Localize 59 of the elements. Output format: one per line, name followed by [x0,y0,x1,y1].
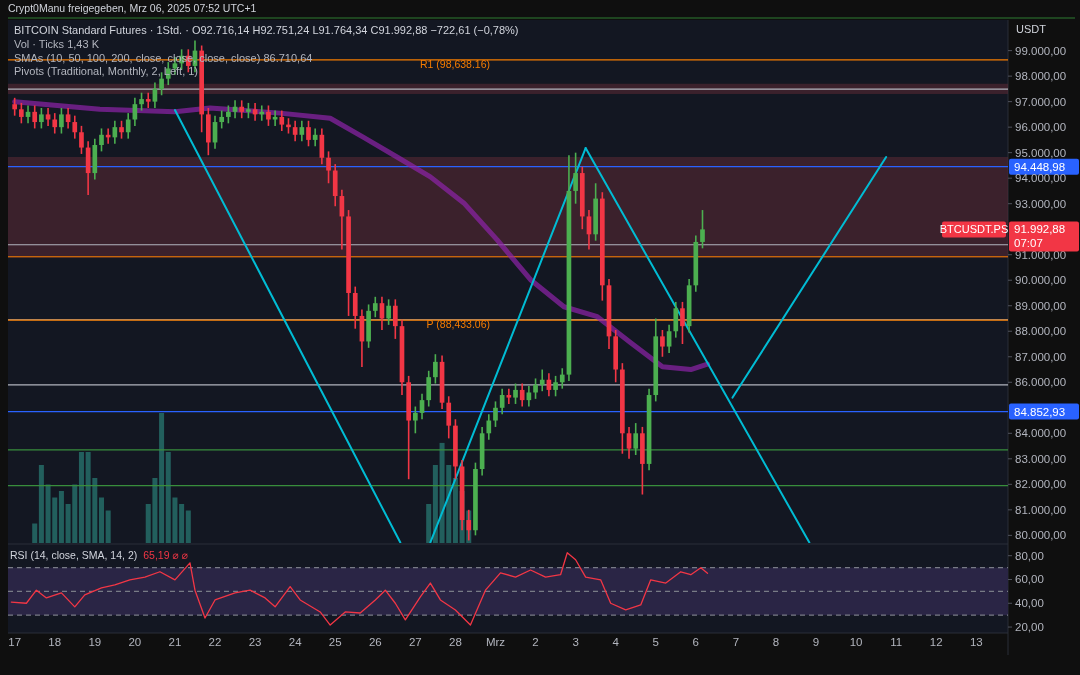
x-tick-label: 8 [772,636,780,648]
x-tick-label: 25 [328,636,342,648]
x-tick-label: 13 [969,636,983,648]
x-tick-label: 17 [8,636,22,648]
x-tick-label: 3 [572,636,579,648]
y-tick-label: 98.000,00 [1015,70,1067,83]
x-tick-label: 27 [408,636,422,648]
x-tick-label: 5 [652,636,659,648]
chart-subtitle: BITCOIN Standard Futures · 1Std. · O92.716,14 H92.751,24 L91.764,34 C91.992,88 −722,61 (−0,78%) [14,24,519,36]
x-tick-label: 2 [532,636,539,648]
text: 91.992,88 [1014,223,1066,236]
x-tick-label: 9 [812,636,820,648]
y-tick-label: 90.000,00 [1015,274,1067,287]
y-tick-label: 40,00 [1015,597,1044,610]
y-tick-label: 89.000,00 [1015,299,1067,312]
y-tick-label: 96.000,00 [1015,121,1067,134]
x-tick-label: 4 [612,636,620,648]
y-tick-label: 60,00 [1015,573,1044,586]
y-tick-label: 20,00 [1015,621,1044,634]
x-tick-label: 18 [48,636,62,648]
x-tick-label: 6 [692,636,700,648]
y-tick-label: 94.000,00 [1015,172,1067,185]
x-tick-label: Mrz [485,636,506,648]
y-tick-label: 86.000,00 [1015,376,1067,389]
y-tick-label: 81.000,00 [1015,503,1067,516]
y-axis-title: USDT [1016,23,1047,35]
y-tick-label: 93.000,00 [1015,197,1067,210]
x-tick-label: 23 [248,636,262,648]
x-tick-label: 28 [449,636,462,648]
y-tick-label: 97.000,00 [1015,95,1067,108]
chart-subtitle: 65,19 ⌀ ⌀ [143,549,188,561]
x-tick-label: 26 [368,636,382,648]
x-tick-label: 10 [849,636,863,648]
x-tick-label: 12 [929,636,943,648]
y-tick-label: 82.000,00 [1015,478,1067,491]
y-tick-label: 95.000,00 [1015,146,1067,159]
y-tick-label: 80,00 [1015,549,1044,562]
x-tick-label: 7 [732,636,740,648]
x-tick-label: 11 [890,636,903,648]
y-tick-label: 84.000,00 [1015,427,1067,440]
y-tick-label: 83.000,00 [1015,452,1067,465]
annotation: Vol · Ticks 1,43 K [14,38,100,50]
chart-title: RSI (14, close, SMA, 14, 2) [10,549,138,561]
x-tick-label: 22 [208,636,222,648]
y-tick-label: 87.000,00 [1015,350,1067,363]
y-tick-label: 88.000,00 [1015,325,1067,338]
y-tick-label: 91.000,00 [1015,248,1067,261]
x-tick-label: 19 [88,636,102,648]
text: 07:07 [1014,237,1043,250]
y-tick-label: 99.000,00 [1015,44,1067,57]
x-tick-label: 20 [128,636,142,648]
ref-line-label: P (88,433.06) [426,318,490,331]
x-tick-label: 21 [168,636,182,648]
ref-line-label: 84.852,93 [1014,405,1066,418]
y-tick-label: 80.000,00 [1015,529,1067,542]
ref-line-label: 94.448,98 [1014,160,1066,173]
ref-line-label: R1 (98,638.16) [419,57,490,70]
x-tick-label: 24 [288,636,303,648]
chart-title: Crypt0Manu freigegeben, Mrz 06, 2025 07:52 UTC+1 [8,2,257,14]
